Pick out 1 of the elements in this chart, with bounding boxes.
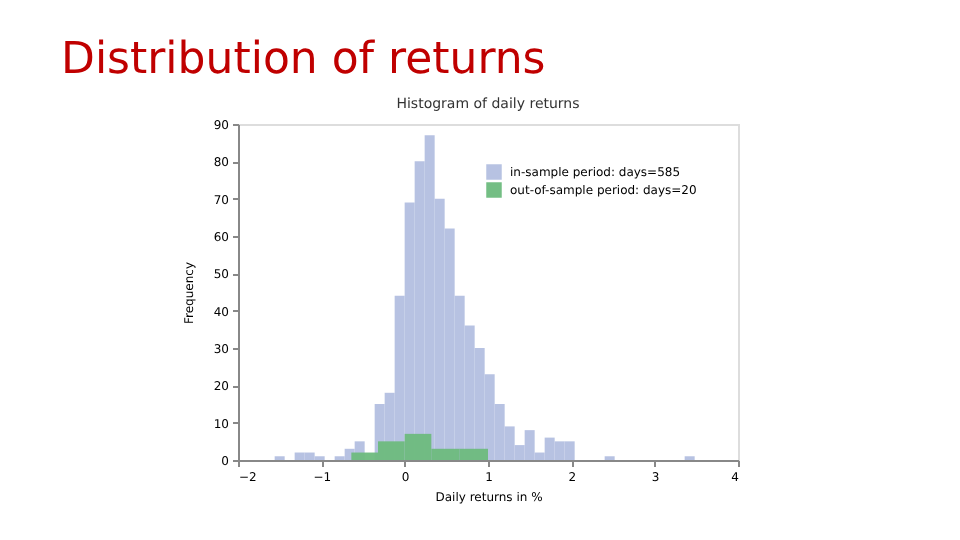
chart-title: Distribution of returns bbox=[61, 35, 546, 85]
